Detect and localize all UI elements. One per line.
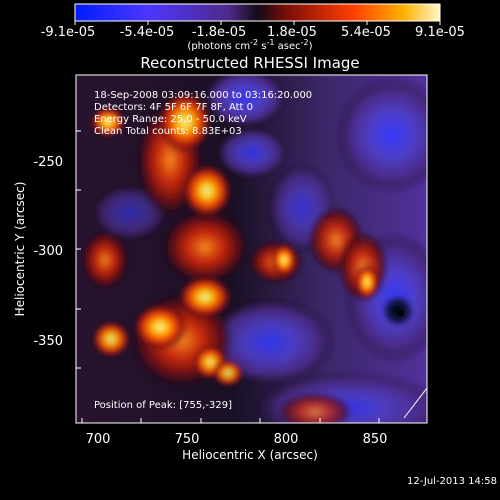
- plot-title: Reconstructed RHESSI Image: [140, 54, 359, 72]
- colorbar-label-2: -5.4e-05: [120, 25, 175, 40]
- y-tick-300: -300: [33, 244, 63, 259]
- clean-counts-text: Clean Total counts: 8.83E+03: [94, 126, 242, 137]
- colorbar-label-3: -1.8e-05: [192, 25, 247, 40]
- peak-position-text: Position of Peak: [755,-329]: [94, 400, 232, 411]
- colorbar-label-5: 5.4e-05: [341, 25, 391, 40]
- time-range-text: 18-Sep-2008 03:09:16.000 to 03:16:20.000: [94, 90, 312, 101]
- detectors-text: Detectors: 4F 5F 6F 7F 8F, Att 0: [94, 102, 253, 113]
- y-tick-350: -350: [33, 334, 63, 349]
- colorbar-label-4: 1.8e-05: [267, 25, 317, 40]
- colorbar: [74, 3, 441, 22]
- generated-date: 12-Jul-2013 14:58: [407, 476, 497, 487]
- colorbar-units: (photons cm-2 s-1 asec-2): [187, 38, 312, 52]
- rhessi-map: [76, 75, 427, 423]
- x-axis-label: Heliocentric X (arcsec): [182, 448, 318, 462]
- y-tick-250: -250: [33, 155, 63, 170]
- x-tick-850: 850: [363, 432, 388, 447]
- x-tick-800: 800: [274, 432, 299, 447]
- corner-line: [403, 387, 427, 419]
- colorbar-label-1: -9.1e-05: [41, 25, 96, 40]
- energy-range-text: Energy Range: 25.0 - 50.0 keV: [94, 114, 247, 125]
- x-tick-750: 750: [175, 432, 200, 447]
- y-axis-label: Heliocentric Y (arcsec): [13, 182, 27, 317]
- peak-marker: [397, 309, 405, 317]
- x-tick-700: 700: [86, 432, 111, 447]
- colorbar-label-6: 9.1e-05: [415, 25, 465, 40]
